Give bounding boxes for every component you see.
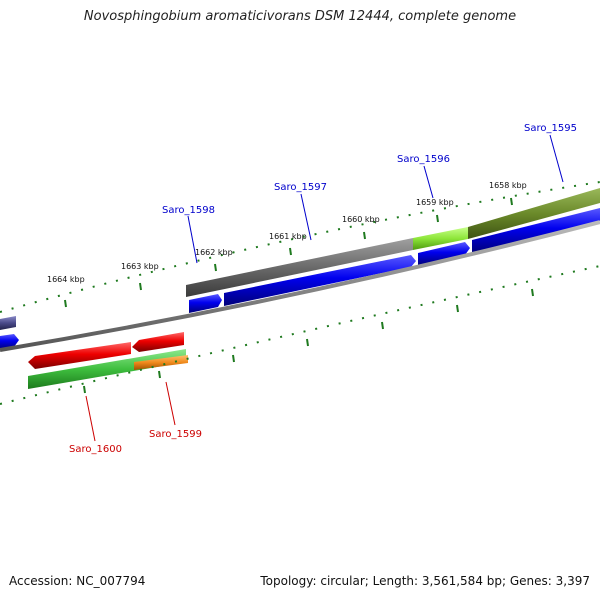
major-tick	[158, 370, 161, 379]
cog-segment-purple	[0, 316, 16, 330]
kbp-labels: 1658 kbp 1659 kbp 1660 kbp 1661 kbp 1662…	[47, 181, 527, 284]
major-tick	[381, 321, 384, 330]
major-tick	[139, 282, 142, 291]
label-leader	[423, 165, 434, 199]
genome-backbone	[0, 220, 600, 352]
forward-gene-track	[0, 208, 600, 349]
major-tick	[363, 231, 366, 240]
cog-segment-lime	[413, 227, 468, 250]
gene-arrow-forward-left[interactable]	[0, 334, 19, 349]
gene-arrow-saro-1597[interactable]	[418, 242, 470, 265]
gene-label-saro-1599[interactable]: Saro_1599	[149, 429, 202, 440]
gene-label-saro-1598[interactable]: Saro_1598	[162, 205, 215, 216]
kbp-label: 1659 kbp	[416, 198, 454, 207]
label-leader	[85, 395, 96, 442]
major-tick	[214, 263, 217, 272]
reverse-gene-track	[28, 332, 184, 369]
kbp-label: 1662 kbp	[195, 248, 233, 257]
gene-arrow-saro-1596[interactable]	[472, 208, 600, 253]
major-tick	[510, 197, 513, 206]
major-tick	[289, 247, 292, 256]
major-tick	[306, 338, 309, 347]
kbp-label: 1664 kbp	[47, 275, 85, 284]
label-leader	[187, 215, 198, 264]
label-leader	[300, 193, 312, 241]
gene-arrow-saro-1600[interactable]	[28, 342, 131, 369]
forward-gene-labels: Saro_1595 Saro_1596 Saro_1597 Saro_1598	[162, 123, 577, 264]
kbp-label: 1661 kbp	[269, 232, 307, 241]
gene-arrow-saro-1599[interactable]	[132, 332, 184, 352]
cog-segment-orange	[134, 355, 188, 370]
lower-cog-track	[28, 349, 188, 389]
kbp-label: 1658 kbp	[489, 181, 527, 190]
major-tick	[531, 288, 534, 297]
gene-label-saro-1600[interactable]: Saro_1600	[69, 444, 122, 455]
label-leader	[165, 381, 176, 426]
gene-arrow-saro-1598[interactable]	[224, 255, 416, 306]
kbp-label: 1663 kbp	[121, 262, 159, 271]
upper-tick-track	[0, 181, 600, 313]
label-leader	[549, 134, 564, 183]
cog-segment-olive	[468, 188, 600, 239]
major-tick	[232, 354, 235, 363]
genome-summary-text: Topology: circular; Length: 3,561,584 bp…	[260, 574, 590, 588]
major-tick	[64, 299, 67, 308]
cog-segment-gray	[186, 238, 413, 297]
major-tick	[83, 385, 86, 394]
gene-label-saro-1597[interactable]: Saro_1597	[274, 182, 327, 193]
lower-tick-track	[0, 265, 600, 405]
genome-title: Novosphingobium aromaticivorans DSM 1244…	[83, 9, 517, 24]
major-tick	[456, 304, 459, 313]
gene-label-saro-1596[interactable]: Saro_1596	[397, 154, 450, 165]
major-tick	[436, 214, 439, 223]
cog-segment-green	[28, 349, 186, 389]
accession-text: Accession: NC_007794	[9, 574, 146, 588]
upper-cog-track	[0, 188, 600, 330]
gene-arrow-forward[interactable]	[189, 294, 222, 313]
gene-label-saro-1595[interactable]: Saro_1595	[524, 123, 577, 134]
reverse-gene-labels: Saro_1599 Saro_1600	[69, 381, 202, 455]
kbp-label: 1660 kbp	[342, 215, 380, 224]
